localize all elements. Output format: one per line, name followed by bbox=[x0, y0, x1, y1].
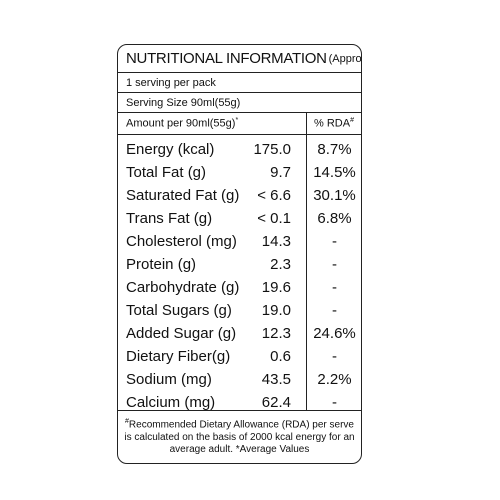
nutrient-table: Energy (kcal) 175.0 8.7% Total Fat (g) 9.7 14… bbox=[118, 139, 361, 415]
nutrient-name: Total Sugars (g) bbox=[126, 302, 232, 319]
nutrient-name: Protein (g) bbox=[126, 256, 197, 273]
nutrient-value: 19.0 bbox=[261, 302, 291, 319]
nutrient-rda: 24.6% bbox=[313, 325, 356, 342]
nutrient-name: Total Fat (g) bbox=[126, 164, 207, 181]
column-divider bbox=[306, 113, 307, 410]
nutrient-value: 0.6 bbox=[270, 348, 291, 365]
nutrient-rda: - bbox=[332, 302, 337, 319]
nutrient-value: 43.5 bbox=[261, 371, 291, 388]
nutrient-row: Cholesterol (mg) 14.3 - bbox=[118, 231, 361, 254]
nutrient-name: Carbohydrate (g) bbox=[126, 279, 240, 296]
title-row: NUTRITIONAL INFORMATION (Approx) bbox=[118, 45, 361, 73]
nutrient-row: Sodium (mg) 43.5 2.2% bbox=[118, 369, 361, 392]
footnote: #Recommended Dietary Allowance (RDA) per… bbox=[124, 418, 355, 456]
nutrient-rda: 8.7% bbox=[317, 141, 352, 158]
nutrient-rda: - bbox=[332, 279, 337, 296]
nutrient-rda: - bbox=[332, 348, 337, 365]
nutrient-name: Saturated Fat (g) bbox=[126, 187, 240, 204]
nutrient-rda: - bbox=[332, 233, 337, 250]
nutrient-row: Added Sugar (g) 12.3 24.6% bbox=[118, 323, 361, 346]
nutrient-value: 175.0 bbox=[253, 141, 291, 158]
nutrient-row: Trans Fat (g) < 0.1 6.8% bbox=[118, 208, 361, 231]
nutrient-row: Total Sugars (g) 19.0 - bbox=[118, 300, 361, 323]
nutrient-name: Dietary Fiber(g) bbox=[126, 348, 231, 365]
nutrient-rda: 6.8% bbox=[317, 210, 352, 227]
table-header-row: Amount per 90ml(55g)* % RDA# bbox=[118, 113, 361, 135]
nutrient-value: 19.6 bbox=[261, 279, 291, 296]
nutrient-row: Protein (g) 2.3 - bbox=[118, 254, 361, 277]
nutrient-name: Cholesterol (mg) bbox=[126, 233, 237, 250]
nutrient-row: Calcium (mg) 62.4 - bbox=[118, 392, 361, 415]
nutrient-value: < 6.6 bbox=[257, 187, 291, 204]
nutrient-rda: - bbox=[332, 256, 337, 273]
nutrient-value: 12.3 bbox=[261, 325, 291, 342]
nutrient-value: 9.7 bbox=[270, 164, 291, 181]
amount-header: Amount per 90ml(55g)* bbox=[126, 117, 239, 130]
label-title: NUTRITIONAL INFORMATION bbox=[126, 50, 327, 67]
nutrient-value: 14.3 bbox=[261, 233, 291, 250]
nutrient-row: Dietary Fiber(g) 0.6 - bbox=[118, 346, 361, 369]
nutrient-row: Saturated Fat (g) < 6.6 30.1% bbox=[118, 185, 361, 208]
nutrient-value: < 0.1 bbox=[257, 210, 291, 227]
nutrient-rda: 14.5% bbox=[313, 164, 356, 181]
nutrient-rda: 2.2% bbox=[317, 371, 352, 388]
nutrient-name: Energy (kcal) bbox=[126, 141, 215, 158]
nutrient-value: 62.4 bbox=[261, 394, 291, 411]
nutrient-name: Added Sugar (g) bbox=[126, 325, 237, 342]
nutrient-name: Calcium (mg) bbox=[126, 394, 216, 411]
serving-size: Serving Size 90ml(55g) bbox=[126, 96, 241, 109]
nutrient-value: 2.3 bbox=[270, 256, 291, 273]
footnote-divider bbox=[118, 410, 361, 411]
nutrient-row: Energy (kcal) 175.0 8.7% bbox=[118, 139, 361, 162]
nutrient-rda: 30.1% bbox=[313, 187, 356, 204]
nutrition-label: NUTRITIONAL INFORMATION (Approx) 1 servi… bbox=[117, 44, 362, 464]
nutrient-rda: - bbox=[332, 394, 337, 411]
nutrient-name: Trans Fat (g) bbox=[126, 210, 213, 227]
rda-header: % RDA# bbox=[314, 117, 354, 130]
label-title-note: (Approx) bbox=[328, 52, 362, 65]
nutrient-row: Carbohydrate (g) 19.6 - bbox=[118, 277, 361, 300]
nutrient-row: Total Fat (g) 9.7 14.5% bbox=[118, 162, 361, 185]
servings-row: 1 serving per pack bbox=[118, 73, 361, 93]
serving-size-row: Serving Size 90ml(55g) bbox=[118, 93, 361, 113]
nutrient-name: Sodium (mg) bbox=[126, 371, 212, 388]
servings-per-pack: 1 serving per pack bbox=[126, 76, 216, 89]
